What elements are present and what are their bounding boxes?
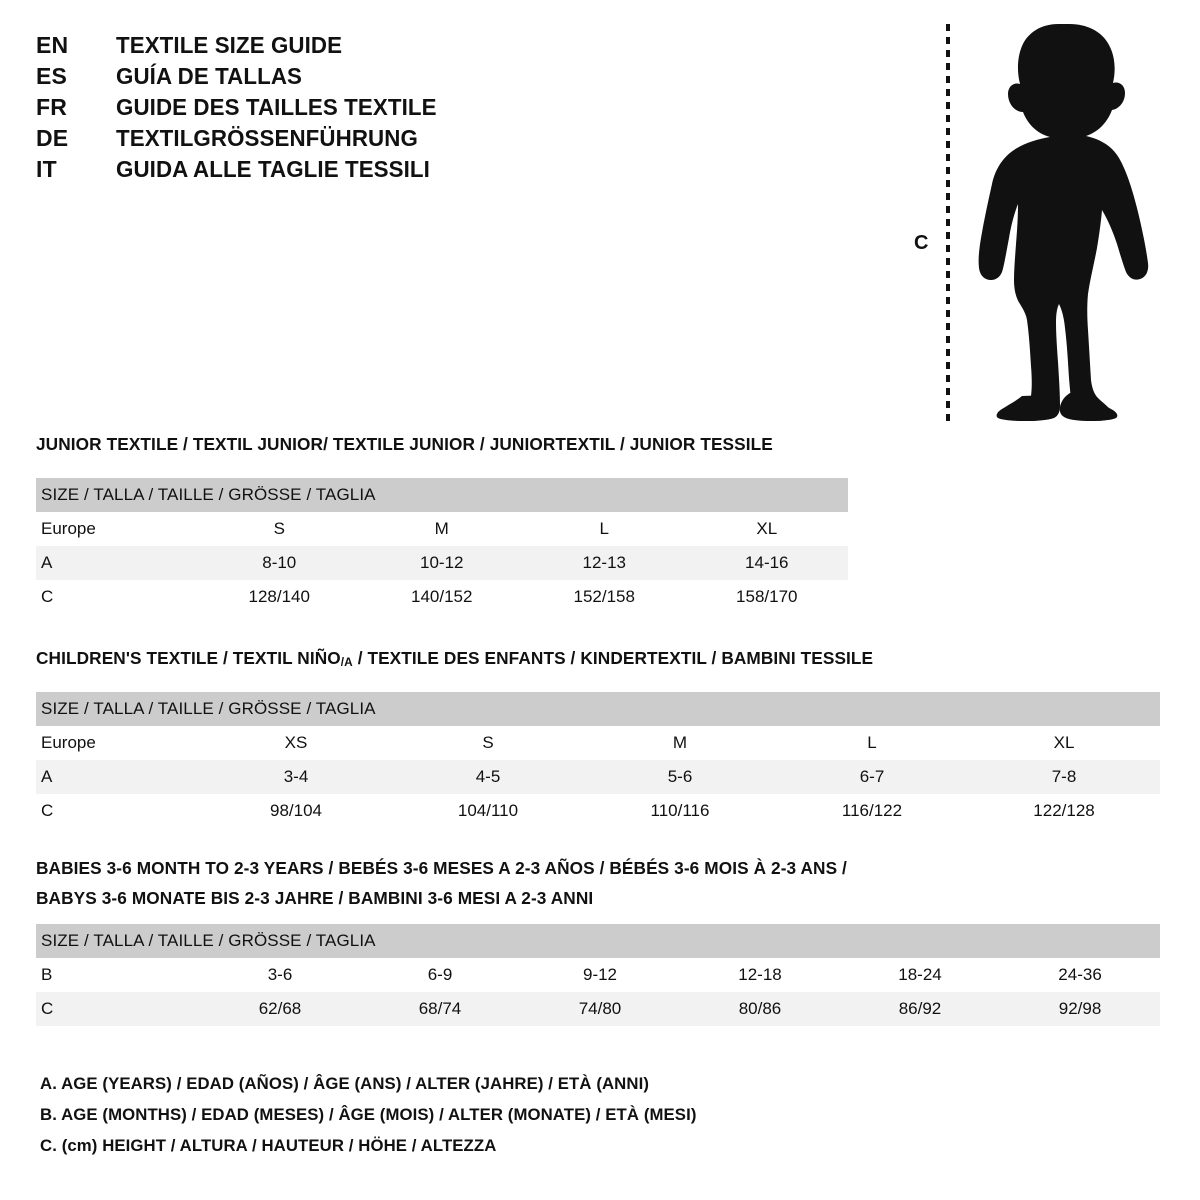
children-size-table: SIZE / TALLA / TAILLE / GRÖSSE / TAGLIA … (36, 692, 1161, 828)
row-label: C (36, 992, 200, 1026)
section-heading-children: CHILDREN'S TEXTILE / TEXTIL NIÑO/A / TEX… (36, 648, 873, 669)
row-label: A (36, 546, 198, 580)
table-bar-row: SIZE / TALLA / TAILLE / GRÖSSE / TAGLIA (36, 692, 1161, 726)
measurement-legend: A. AGE (YEARS) / EDAD (AÑOS) / ÂGE (ANS)… (40, 1068, 940, 1161)
section-heading-children-sub: /A (340, 655, 353, 669)
section-heading-babies-line1: BABIES 3-6 MONTH TO 2-3 YEARS / BEBÉS 3-… (36, 858, 847, 878)
table-cell: 110/116 (650, 801, 710, 820)
table-cell: 68/74 (360, 992, 520, 1026)
section-heading-children-pre: CHILDREN'S TEXTILE / TEXTIL NIÑO (36, 648, 341, 668)
table-cell: 3-4 (200, 760, 392, 794)
table-cell: 24-36 (1058, 965, 1102, 984)
table-cell: XS (284, 733, 308, 752)
size-guide-title-block: EN TEXTILE SIZE GUIDE ES GUÍA DE TALLAS … (36, 32, 656, 187)
section-heading-children-post: / TEXTILE DES ENFANTS / KINDERTEXTIL / B… (352, 648, 874, 668)
table-cell: 140/152 (411, 587, 473, 606)
title-lang-code: EN (36, 32, 69, 58)
babies-size-table: SIZE / TALLA / TAILLE / GRÖSSE / TAGLIA … (36, 924, 1161, 1026)
title-lang-code: FR (36, 94, 68, 120)
row-label: Europe (41, 519, 96, 538)
dimension-label-c: C (914, 232, 929, 254)
table-cell: 86/92 (840, 992, 1000, 1026)
title-row: IT GUIDA ALLE TAGLIE TESSILI (36, 156, 656, 187)
table-row: Europe S M L XL (36, 512, 848, 546)
section-heading-junior: JUNIOR TEXTILE / TEXTIL JUNIOR/ TEXTILE … (36, 434, 773, 454)
title-row: EN TEXTILE SIZE GUIDE (36, 32, 656, 63)
table-cell: 122/128 (1033, 801, 1095, 820)
table-row: B 3-6 6-9 9-12 12-18 18-24 24-36 (36, 958, 1160, 992)
title-row: ES GUÍA DE TALLAS (36, 63, 656, 94)
section-heading-babies-line2: BABYS 3-6 MONATE BIS 2-3 JAHRE / BAMBINI… (36, 888, 594, 908)
table-row: C 62/68 68/74 74/80 80/86 86/92 92/98 (36, 992, 1161, 1026)
table-cell: L (867, 733, 877, 752)
height-measurement-figure: C (900, 14, 1160, 424)
table-cell: 6-7 (776, 760, 968, 794)
legend-line-a: A. AGE (YEARS) / EDAD (AÑOS) / ÂGE (ANS)… (40, 1074, 650, 1093)
section-heading-babies: BABIES 3-6 MONTH TO 2-3 YEARS / BEBÉS 3-… (36, 853, 1149, 913)
table-cell: 6-9 (427, 965, 453, 984)
size-bar-label: SIZE / TALLA / TAILLE / GRÖSSE / TAGLIA (36, 692, 1161, 726)
row-label: C (41, 587, 54, 606)
table-cell: 5-6 (584, 760, 776, 794)
table-cell: 8-10 (198, 546, 361, 580)
table-cell: XL (756, 519, 778, 538)
table-cell: 10-12 (360, 546, 523, 580)
table-cell: S (482, 733, 494, 752)
title-text: TEXTILE SIZE GUIDE (116, 32, 343, 58)
row-label: Europe (41, 733, 96, 752)
table-bar-row: SIZE / TALLA / TAILLE / GRÖSSE / TAGLIA (36, 924, 1161, 958)
legend-line-c: C. (cm) HEIGHT / ALTURA / HAUTEUR / HÖHE… (40, 1136, 497, 1155)
table-cell: 74/80 (520, 992, 680, 1026)
table-cell: M (434, 519, 449, 538)
legend-line-b: B. AGE (MONTHS) / EDAD (MESES) / ÂGE (MO… (40, 1105, 697, 1124)
table-cell: 4-5 (392, 760, 584, 794)
table-cell: XL (1053, 733, 1075, 752)
table-cell: 116/122 (841, 801, 903, 820)
table-cell: S (273, 519, 285, 538)
title-lang-code: ES (36, 63, 68, 89)
table-row: A 8-10 10-12 12-13 14-16 (36, 546, 849, 580)
title-lang-code: DE (36, 125, 69, 151)
toddler-silhouette-icon (978, 24, 1149, 421)
title-lang-code: IT (36, 156, 57, 182)
row-label: A (36, 760, 200, 794)
table-cell: 92/98 (1000, 992, 1161, 1026)
title-row: FR GUIDE DES TAILLES TEXTILE (36, 94, 656, 125)
table-cell: 7-8 (968, 760, 1161, 794)
table-cell: 12-13 (523, 546, 686, 580)
height-dashed-line (946, 24, 950, 422)
table-row: Europe XS S M L XL (36, 726, 1160, 760)
size-bar-label: SIZE / TALLA / TAILLE / GRÖSSE / TAGLIA (36, 478, 849, 512)
table-cell: 152/158 (573, 587, 635, 606)
table-cell: 18-24 (898, 965, 942, 984)
table-cell: L (599, 519, 609, 538)
junior-size-table: SIZE / TALLA / TAILLE / GRÖSSE / TAGLIA … (36, 478, 849, 614)
table-row: C 98/104 104/110 110/116 116/122 122/128 (36, 794, 1160, 828)
size-bar-label: SIZE / TALLA / TAILLE / GRÖSSE / TAGLIA (36, 924, 1161, 958)
table-row: A 3-4 4-5 5-6 6-7 7-8 (36, 760, 1161, 794)
table-cell: M (672, 733, 688, 752)
table-row: C 128/140 140/152 152/158 158/170 (36, 580, 848, 614)
table-cell: 80/86 (680, 992, 840, 1026)
table-cell: 62/68 (200, 992, 360, 1026)
title-text: GUIDA ALLE TAGLIE TESSILI (116, 156, 430, 182)
table-cell: 158/170 (736, 587, 798, 606)
table-cell: 12-18 (738, 965, 782, 984)
table-cell: 98/104 (270, 801, 322, 820)
table-cell: 14-16 (685, 546, 849, 580)
title-row: DE TEXTILGRÖSSENFÜHRUNG (36, 125, 656, 156)
title-text: TEXTILGRÖSSENFÜHRUNG (116, 125, 418, 151)
title-text: GUIDE DES TAILLES TEXTILE (116, 94, 437, 120)
table-bar-row: SIZE / TALLA / TAILLE / GRÖSSE / TAGLIA (36, 478, 849, 512)
table-cell: 9-12 (582, 965, 618, 984)
row-label: B (41, 965, 53, 984)
table-cell: 3-6 (267, 965, 293, 984)
title-text: GUÍA DE TALLAS (116, 63, 303, 89)
row-label: C (41, 801, 54, 820)
table-cell: 128/140 (248, 587, 310, 606)
table-cell: 104/110 (457, 801, 519, 820)
